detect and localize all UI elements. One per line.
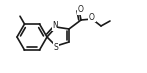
Text: N: N [52, 21, 58, 30]
Text: O: O [89, 12, 95, 22]
Text: S: S [54, 43, 58, 52]
Text: O: O [78, 5, 84, 15]
